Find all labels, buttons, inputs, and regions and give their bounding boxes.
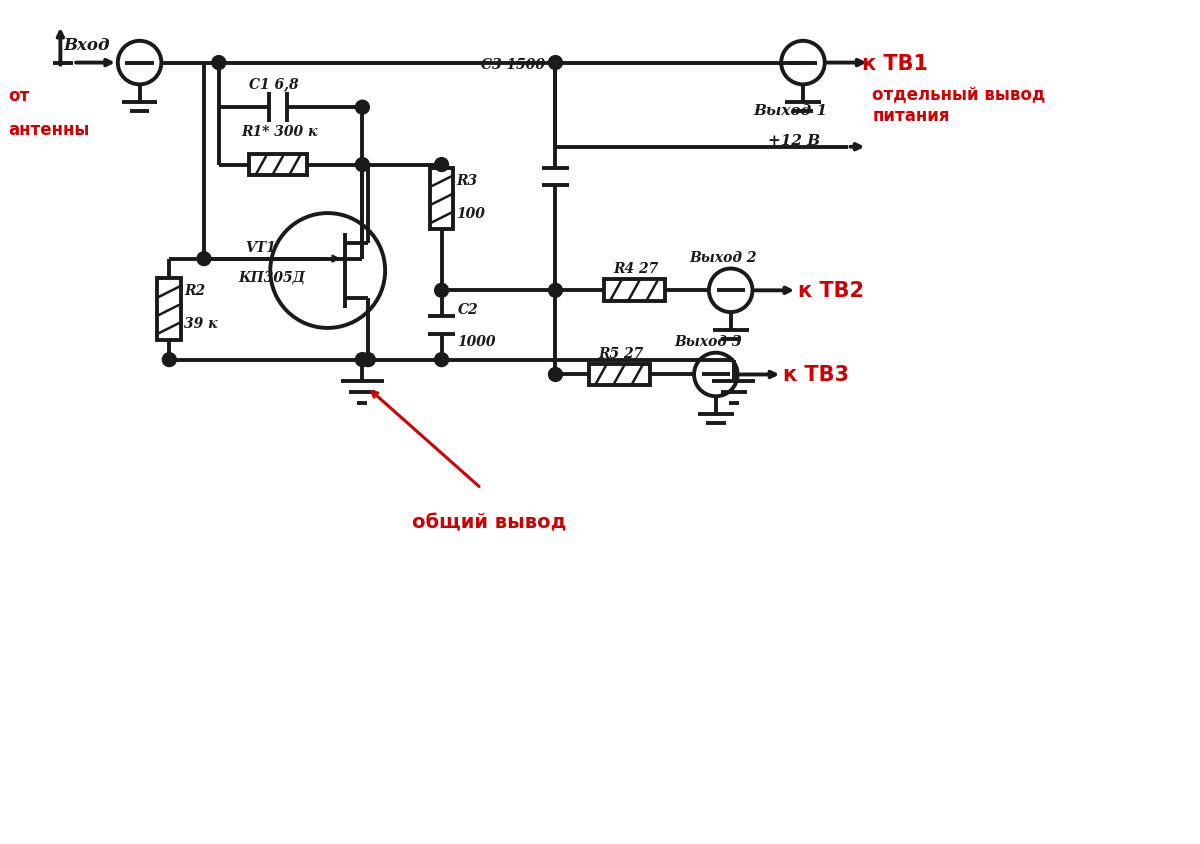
FancyBboxPatch shape bbox=[430, 169, 454, 230]
Text: от: от bbox=[8, 87, 29, 105]
Text: к ТВ2: к ТВ2 bbox=[798, 281, 864, 301]
Circle shape bbox=[197, 252, 211, 266]
Circle shape bbox=[355, 354, 370, 367]
Text: 39 к: 39 к bbox=[184, 316, 217, 331]
Circle shape bbox=[548, 368, 563, 382]
Circle shape bbox=[548, 284, 563, 298]
Text: 100: 100 bbox=[456, 206, 485, 220]
Circle shape bbox=[355, 159, 370, 172]
Text: C2: C2 bbox=[457, 303, 478, 316]
Text: к ТВ3: к ТВ3 bbox=[784, 365, 850, 385]
Text: Выход 1: Выход 1 bbox=[754, 104, 828, 118]
Text: отдельный вывод
питания: отдельный вывод питания bbox=[872, 86, 1045, 125]
Text: R2: R2 bbox=[184, 284, 205, 298]
Text: Вход: Вход bbox=[64, 36, 110, 54]
Circle shape bbox=[361, 354, 376, 367]
Circle shape bbox=[548, 57, 563, 70]
Text: к ТВ1: к ТВ1 bbox=[863, 53, 929, 73]
Text: C3 1500: C3 1500 bbox=[481, 57, 545, 72]
Circle shape bbox=[434, 159, 449, 172]
Circle shape bbox=[162, 354, 176, 367]
Text: +12 В: +12 В bbox=[768, 133, 821, 148]
FancyBboxPatch shape bbox=[157, 279, 181, 340]
FancyBboxPatch shape bbox=[589, 364, 650, 386]
Circle shape bbox=[212, 57, 226, 70]
Text: R4 27: R4 27 bbox=[613, 262, 658, 276]
Text: 1000: 1000 bbox=[457, 334, 496, 349]
Text: антенны: антенны bbox=[8, 121, 89, 138]
Text: R3: R3 bbox=[456, 174, 478, 187]
Text: общий вывод: общий вывод bbox=[412, 513, 566, 533]
Circle shape bbox=[355, 101, 370, 115]
Circle shape bbox=[434, 354, 449, 367]
Text: Выход 2: Выход 2 bbox=[689, 251, 757, 264]
Circle shape bbox=[434, 284, 449, 298]
FancyBboxPatch shape bbox=[604, 280, 665, 302]
Text: C1 6,8: C1 6,8 bbox=[248, 78, 298, 91]
Text: R5 27: R5 27 bbox=[598, 346, 643, 360]
Text: КП305Д: КП305Д bbox=[239, 270, 306, 284]
Text: VT1: VT1 bbox=[246, 241, 276, 254]
Text: Выход 3: Выход 3 bbox=[674, 334, 742, 349]
Text: R1* 300 к: R1* 300 к bbox=[241, 125, 318, 138]
FancyBboxPatch shape bbox=[250, 154, 307, 176]
